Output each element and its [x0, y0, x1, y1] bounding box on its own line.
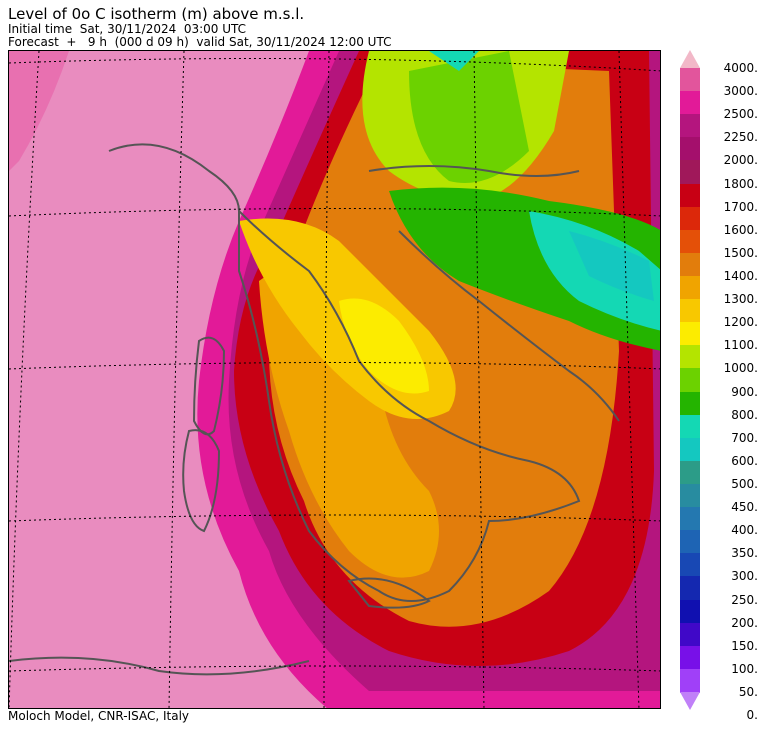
- legend-colorbar: [680, 50, 700, 710]
- africa-coast: [9, 656, 310, 676]
- legend-label: 400.: [731, 523, 758, 538]
- legend-label: 2500.: [723, 107, 758, 122]
- legend-swatch: [680, 414, 700, 439]
- legend-label: 600.: [731, 453, 758, 468]
- legend-label: 450.: [731, 500, 758, 515]
- legend-swatch: [680, 599, 700, 624]
- legend-label: 250.: [731, 592, 758, 607]
- legend-label: 350.: [731, 546, 758, 561]
- nw-field: [9, 51, 69, 171]
- legend-label: 2000.: [723, 153, 758, 168]
- legend-swatch: [680, 345, 700, 370]
- sicily-coast: [347, 577, 431, 609]
- legend-label: 500.: [731, 477, 758, 491]
- italy-coast: [238, 208, 581, 602]
- legend-swatch: [680, 668, 700, 693]
- legend-swatch: [680, 622, 700, 647]
- legend-swatch: [680, 276, 700, 300]
- legend-label: 150.: [731, 638, 758, 653]
- legend-swatch: [680, 645, 700, 670]
- amber-region: [259, 263, 439, 578]
- legend-label: 800.: [731, 407, 758, 422]
- legend-swatch: [680, 229, 700, 254]
- legend-swatch: [680, 137, 700, 162]
- legend-swatch: [680, 91, 700, 115]
- legend-label: 1100.: [723, 338, 758, 353]
- legend-swatch: [680, 530, 700, 554]
- legend-label: 1500.: [723, 245, 758, 260]
- legend-label: 3000.: [723, 84, 758, 99]
- graticule: [9, 51, 660, 708]
- legend-swatch: [680, 576, 700, 601]
- legend-label: 1700.: [723, 199, 758, 214]
- legend-label: 1200.: [723, 315, 758, 330]
- legend-swatch: [680, 553, 700, 578]
- north-cyan: [429, 51, 479, 71]
- legend-swatch: [680, 322, 700, 346]
- alps-green: [409, 51, 529, 183]
- isotherm-map: [8, 50, 661, 709]
- legend-swatch: [680, 206, 700, 231]
- legend-swatch: [680, 437, 700, 462]
- legend-swatch: [680, 507, 700, 531]
- legend-swatch: [680, 252, 700, 277]
- legend-swatch: [680, 68, 700, 92]
- corsica-coast: [192, 336, 226, 436]
- legend-label: 300.: [731, 569, 758, 584]
- legend-tip-top: [680, 50, 700, 68]
- legend-label: 1800.: [723, 176, 758, 191]
- legend-label: 900.: [731, 384, 758, 399]
- legend-label: 1600.: [723, 222, 758, 237]
- legend-swatch: [680, 183, 700, 208]
- legend-label: 1400.: [723, 269, 758, 283]
- forecast-time: Forecast + 9 h (000 d 09 h) valid Sat, 3…: [8, 35, 392, 49]
- adriatic-east-coast: [398, 230, 620, 422]
- legend-label: 200.: [731, 615, 758, 630]
- map-title: Level of 0o C isotherm (m) above m.s.l.: [8, 5, 305, 23]
- legend-swatch: [680, 368, 700, 393]
- legend-label: 1300.: [723, 292, 758, 307]
- model-credit: Moloch Model, CNR-ISAC, Italy: [8, 709, 190, 723]
- legend-label: 4000.: [723, 61, 758, 75]
- coastlines: [9, 143, 620, 676]
- initial-time: Initial time Sat, 30/11/2024 03:00 UTC: [8, 22, 247, 36]
- legend-swatch: [680, 391, 700, 416]
- legend-label: 0.: [746, 708, 758, 723]
- legend-label: 1000.: [723, 361, 758, 376]
- legend-tip-bottom: [680, 692, 700, 710]
- sardinia-coast: [182, 429, 221, 533]
- france-border: [108, 143, 240, 212]
- legend-label: 700.: [731, 430, 758, 445]
- legend-swatch: [680, 114, 700, 138]
- bright-yellow-region: [339, 298, 429, 394]
- legend-label: 50.: [738, 685, 758, 699]
- alps-border: [368, 165, 580, 177]
- legend-swatch: [680, 160, 700, 185]
- legend-label: 2250.: [723, 130, 758, 145]
- legend-swatch: [680, 299, 700, 323]
- legend-swatch: [680, 460, 700, 485]
- legend-swatch: [680, 484, 700, 508]
- map-canvas: [9, 51, 660, 708]
- legend-label: 100.: [731, 661, 758, 676]
- balkans-teal: [569, 231, 654, 301]
